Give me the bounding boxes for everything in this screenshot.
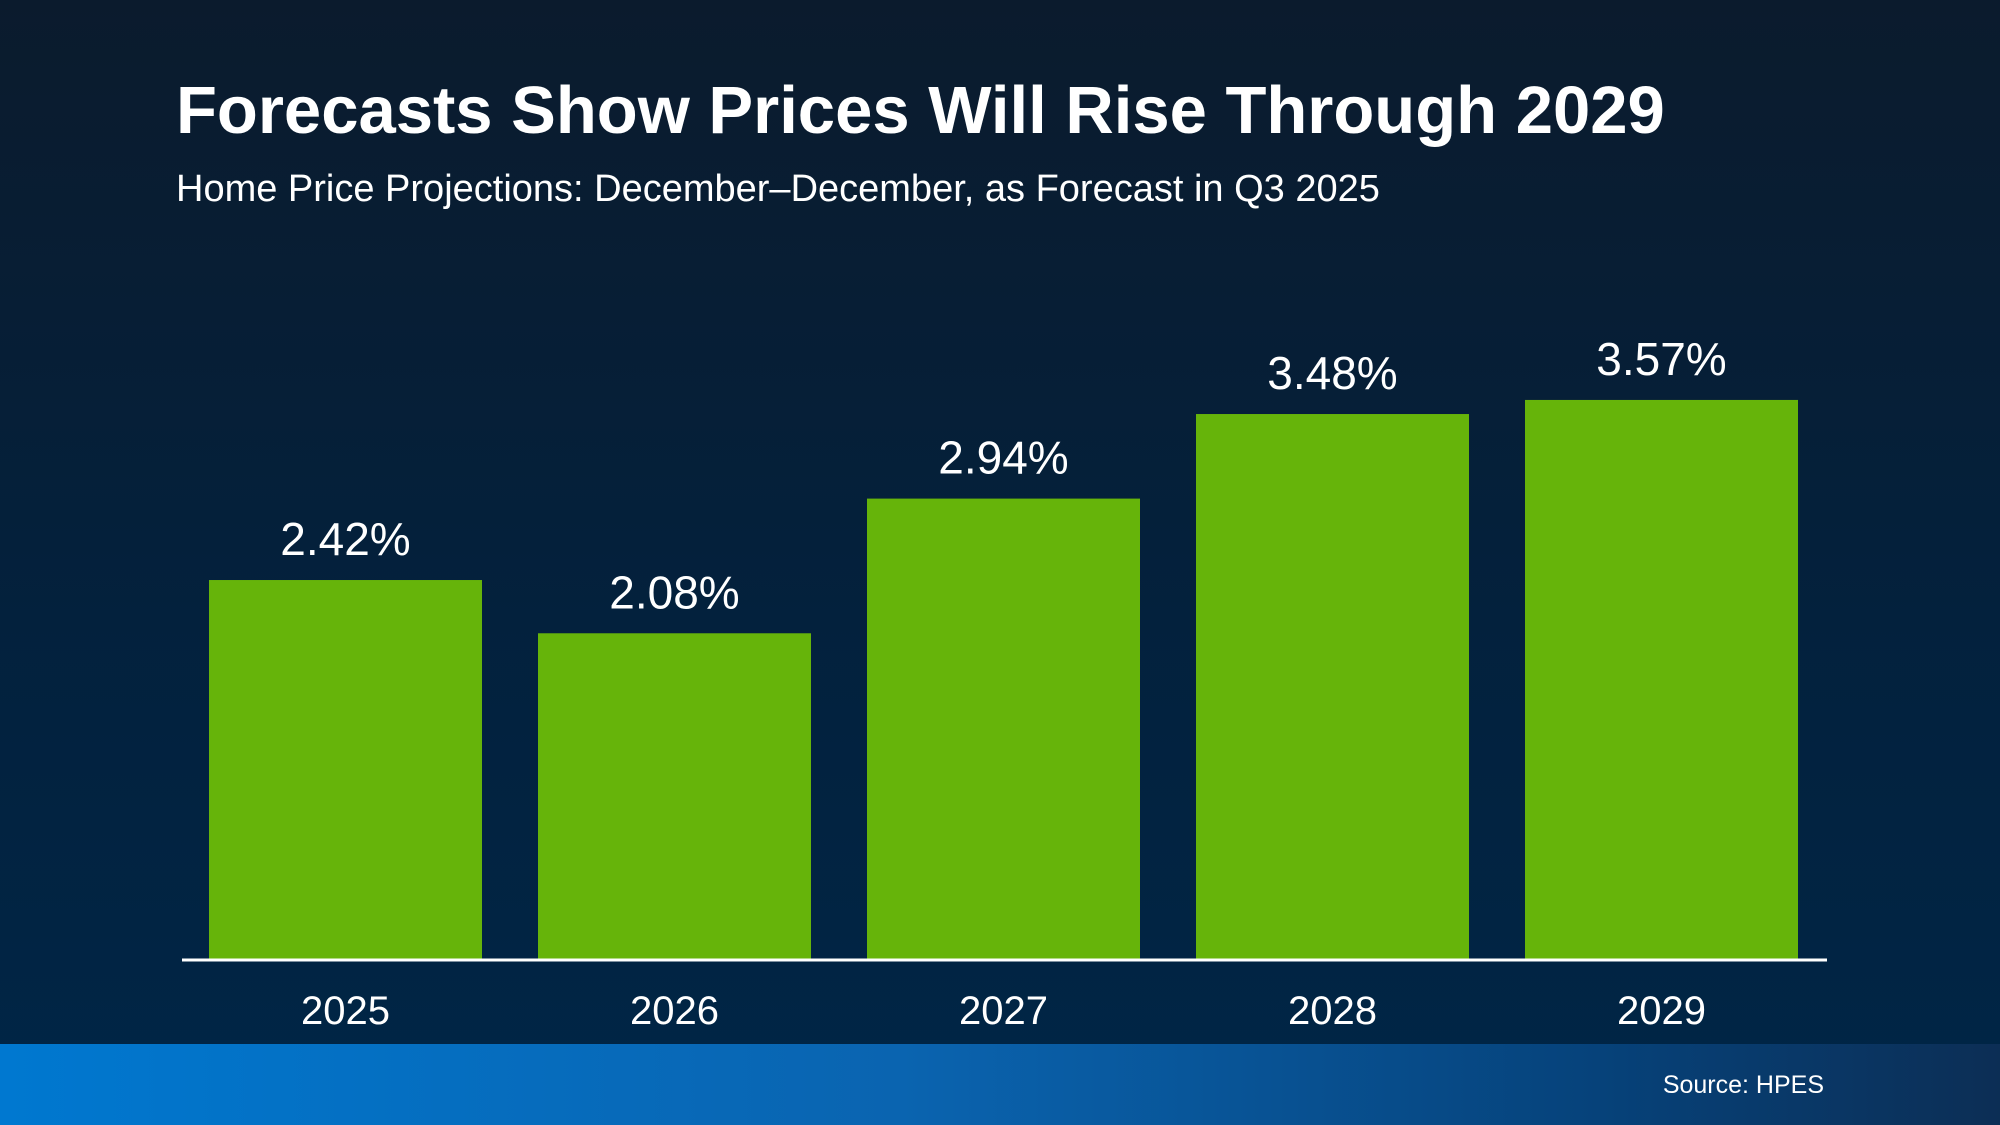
bar-2028 [1196, 414, 1469, 960]
bar-2027 [867, 498, 1140, 959]
bar-2029 [1525, 399, 1798, 959]
x-tick-label-2025: 2025 [301, 989, 390, 1033]
x-tick-label-2026: 2026 [630, 989, 719, 1033]
x-tick-label-2027: 2027 [959, 989, 1048, 1033]
source-note: Source: HPES [1662, 1071, 1824, 1099]
chart-subtitle: Home Price Projections: December–Decembe… [176, 168, 1380, 210]
x-tick-label-2029: 2029 [1617, 989, 1706, 1033]
data-label-2029: 3.57% [1596, 333, 1726, 385]
bar-2026 [538, 633, 811, 959]
footer-band: Source: HPES [0, 1044, 2000, 1125]
data-label-2025: 2.42% [280, 513, 410, 565]
bar-chart: 2.42% 2025 2.08% 2026 2.94% 2027 3.48% 2028 3.57… [209, 333, 1798, 1033]
data-label-2028: 3.48% [1267, 347, 1397, 399]
data-label-2026: 2.08% [609, 566, 739, 618]
x-tick-label-2028: 2028 [1288, 989, 1377, 1033]
data-label-2027: 2.94% [938, 432, 1068, 484]
bar-2025 [209, 580, 482, 959]
chart-title: Forecasts Show Prices Will Rise Through … [176, 73, 1665, 148]
